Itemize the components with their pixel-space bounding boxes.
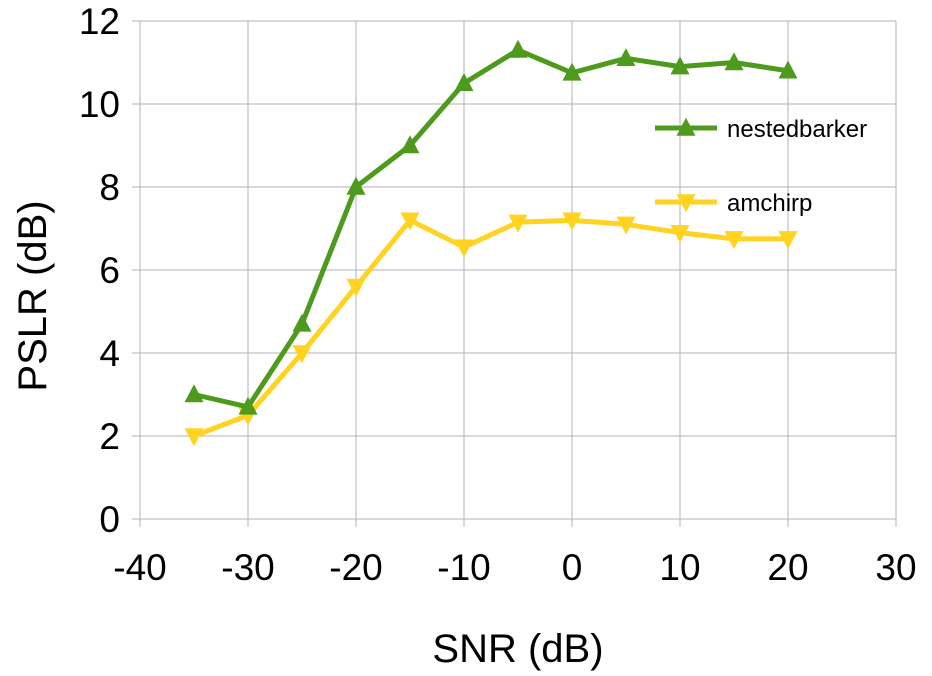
x-tick-label: 0 xyxy=(562,547,583,588)
x-axis-ticks: -40 -30 -20 -10 0 10 20 30 xyxy=(113,547,916,588)
amchirp-point xyxy=(616,216,636,235)
y-tick-label: 6 xyxy=(99,250,120,291)
x-tick-label: 20 xyxy=(767,547,808,588)
legend-swatch-marker xyxy=(676,194,696,213)
nestedbarker-point xyxy=(292,313,312,332)
nestedbarker-point xyxy=(346,176,366,195)
nestedbarker-point xyxy=(400,135,420,154)
nestedbarker-point xyxy=(724,52,744,71)
x-tick-label: 30 xyxy=(875,547,916,588)
nestedbarker-point xyxy=(778,60,798,79)
amchirp-point xyxy=(454,239,474,258)
amchirp-point xyxy=(508,214,528,233)
nestedbarker-point xyxy=(184,384,204,403)
legend-item-nestedbarker: nestedbarker xyxy=(655,116,867,143)
series-group xyxy=(184,39,798,447)
y-tick-label: 4 xyxy=(99,333,120,374)
nestedbarker-point xyxy=(508,39,528,58)
y-tick-label: 0 xyxy=(99,499,120,540)
nestedbarker-point xyxy=(238,396,258,415)
amchirp-point xyxy=(724,231,744,250)
amchirp-point xyxy=(184,428,204,447)
y-tick-label: 10 xyxy=(79,84,120,125)
y-tick-label: 12 xyxy=(79,1,120,42)
amchirp-line xyxy=(191,217,791,439)
legend-swatch-marker xyxy=(676,117,696,136)
x-tick-label: -30 xyxy=(221,547,274,588)
nestedbarker-point xyxy=(562,62,582,81)
legend-item-amchirp: amchirp xyxy=(655,190,812,217)
amchirp-point xyxy=(292,345,312,364)
x-tick-label: -40 xyxy=(113,547,166,588)
y-tick-label: 2 xyxy=(99,416,120,457)
legend-label: nestedbarker xyxy=(727,116,867,143)
series-amchirp xyxy=(184,212,798,447)
grid xyxy=(132,20,897,527)
x-tick-label: -10 xyxy=(437,547,490,588)
amchirp-point xyxy=(400,212,420,231)
nestedbarker-point xyxy=(454,72,474,91)
legend: nestedbarker amchirp xyxy=(655,116,867,217)
legend-label: amchirp xyxy=(727,190,812,217)
x-tick-label: 10 xyxy=(659,547,700,588)
y-axis-ticks: 0 2 4 6 8 10 12 xyxy=(79,1,120,540)
amchirp-point xyxy=(346,278,366,297)
x-axis-title: SNR (dB) xyxy=(432,627,603,671)
amchirp-point xyxy=(670,224,690,243)
x-tick-label: -20 xyxy=(329,547,382,588)
nestedbarker-point xyxy=(670,56,690,75)
nestedbarker-point xyxy=(616,48,636,67)
y-tick-label: 8 xyxy=(99,167,120,208)
amchirp-point xyxy=(778,231,798,250)
nestedbarker-line xyxy=(191,47,791,410)
amchirp-point xyxy=(562,212,582,231)
y-axis-title: PSLR (dB) xyxy=(11,200,55,391)
series-nestedbarker xyxy=(184,39,798,415)
